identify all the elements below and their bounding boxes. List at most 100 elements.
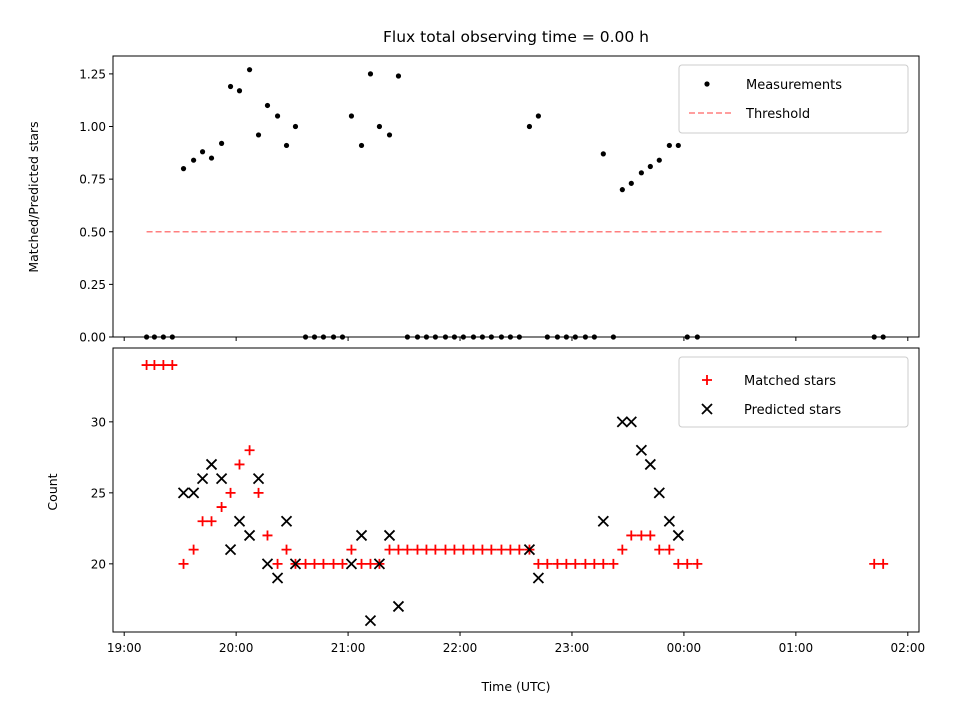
matched-star-point — [197, 516, 208, 527]
bottom-y-axis-label: Count — [45, 473, 60, 510]
measurement-point — [218, 140, 225, 146]
top-axes-frame — [112, 55, 920, 338]
x-tick-label: 22:00 — [443, 641, 478, 655]
bottom-y-tick-label: 20 — [91, 557, 106, 571]
predicted-star-point — [672, 529, 684, 542]
bottom-plot-area: 19:00 20:00 21:00 22:00 23:00 00:00 01:00 02:00… — [91, 347, 926, 655]
measurement-point — [666, 142, 672, 149]
measurement-point — [535, 113, 541, 119]
predicted-star-point — [205, 458, 218, 471]
measurement-point — [526, 123, 533, 130]
matched-star-point — [430, 544, 441, 555]
matched-star-point — [449, 544, 460, 555]
top-legend: Measurements Threshold — [678, 64, 909, 134]
bottom-y-tick-label: 25 — [91, 486, 106, 500]
predicted-star-point — [644, 458, 656, 471]
top-y-tick-label: 0.00 — [79, 331, 106, 345]
bottom-axes-frame — [112, 347, 920, 633]
measurement-point — [675, 142, 681, 149]
predicted-star-point — [345, 558, 358, 570]
matched-star-point — [318, 558, 329, 569]
matched-star-point — [514, 544, 525, 555]
legend-measurement-label: Measurements — [746, 78, 842, 93]
measurement-point — [386, 132, 393, 138]
top-y-tick-label: 0.50 — [79, 225, 106, 239]
matched-star-point — [421, 544, 432, 555]
matched-star-point — [580, 558, 591, 569]
x-tick-label: 01:00 — [779, 641, 814, 655]
matched-star-point — [167, 360, 178, 371]
matched-star-point — [309, 558, 320, 569]
matched-star-point — [402, 544, 413, 555]
legend-predicted-marker — [701, 403, 713, 415]
predicted-star-point — [233, 515, 246, 527]
measurement-point — [236, 88, 243, 94]
matched-star-point — [589, 558, 600, 569]
predicted-star-point — [355, 529, 368, 542]
measurement-point — [367, 71, 374, 77]
measurement-point — [246, 67, 253, 73]
measurement-point — [180, 166, 187, 172]
matched-star-point — [393, 544, 404, 555]
predicted-star-point — [289, 558, 302, 570]
predicted-star-point — [383, 529, 396, 542]
x-tick-label: 20:00 — [219, 641, 254, 655]
matched-star-point — [692, 558, 703, 569]
matched-star-point — [281, 544, 292, 555]
matched-star-point — [673, 558, 684, 569]
bottom-legend: Matched stars Predicted stars — [678, 356, 909, 428]
measurement-point — [619, 187, 625, 193]
measurement-point — [208, 155, 215, 161]
predicted-star-point — [523, 544, 536, 556]
matched-star-point — [598, 558, 609, 569]
predicted-star-point — [597, 515, 609, 527]
predicted-star-point — [364, 615, 377, 627]
measurement-point — [348, 113, 355, 119]
matched-star-point — [412, 544, 423, 555]
measurement-point — [227, 83, 234, 90]
measurement-point — [199, 149, 206, 155]
predicted-star-point — [196, 473, 209, 485]
matched-star-point — [617, 544, 628, 555]
matched-star-point — [561, 558, 572, 569]
measurement-point — [358, 142, 365, 149]
top-y-axis-label: Matched/Predicted stars — [26, 121, 41, 272]
top-y-tick-label: 1.00 — [79, 120, 106, 134]
predicted-star-point — [635, 444, 648, 456]
top-chart-title: Flux total observing time = 0.00 h — [383, 28, 649, 46]
matched-star-point — [216, 502, 227, 513]
top-y-tick-label: 0.75 — [79, 173, 106, 187]
matched-star-point — [178, 558, 189, 569]
measurement-point — [376, 123, 383, 130]
matched-star-point — [262, 530, 273, 541]
predicted-star-point — [215, 473, 228, 485]
matched-star-point — [234, 459, 245, 470]
predicted-star-point — [625, 416, 637, 428]
matched-star-point — [505, 544, 516, 555]
predicted-star-point — [261, 558, 274, 570]
x-tick-label: 19:00 — [107, 641, 142, 655]
matched-star-point — [496, 544, 507, 555]
measurement-point — [647, 163, 653, 170]
matched-star-point — [542, 558, 553, 569]
bottom-y-tick-label: 30 — [91, 415, 106, 429]
x-tick-label: 21:00 — [331, 641, 366, 655]
measurement-point — [264, 102, 271, 109]
measurement-point — [628, 180, 634, 186]
bottom-legend-box — [678, 356, 909, 428]
x-tick-label: 23:00 — [555, 641, 590, 655]
measurement-point — [274, 113, 281, 119]
measurement-point — [255, 132, 262, 138]
bottom-x-axis-label: Time (UTC) — [480, 679, 550, 694]
matched-star-point — [253, 487, 264, 498]
top-legend-box — [678, 64, 909, 134]
measurement-point — [600, 151, 606, 157]
x-tick-label: 02:00 — [891, 641, 926, 655]
matched-star-point — [682, 558, 693, 569]
matched-star-point — [533, 558, 544, 569]
matched-star-point — [188, 544, 199, 555]
matched-star-point — [664, 544, 675, 555]
x-tick-label: 00:00 — [667, 641, 702, 655]
legend-matched-marker — [702, 375, 712, 385]
